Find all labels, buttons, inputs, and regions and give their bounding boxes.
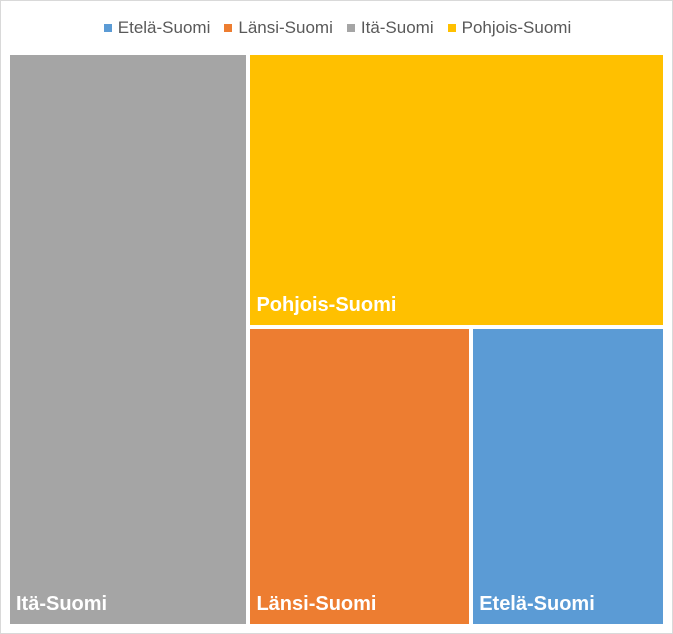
- legend-item-ita-suomi: Itä-Suomi: [346, 18, 434, 38]
- treemap-tile-pohjois-suomi: Pohjois-Suomi: [248, 53, 665, 327]
- treemap-tile-etela-suomi: Etelä-Suomi: [471, 326, 665, 626]
- legend-item-etela-suomi: Etelä-Suomi: [103, 18, 211, 38]
- treemap-tile-lansi-suomi: Länsi-Suomi: [248, 326, 472, 626]
- legend-label-pohjois-suomi: Pohjois-Suomi: [461, 18, 572, 37]
- legend-item-pohjois-suomi: Pohjois-Suomi: [447, 18, 572, 38]
- legend-label-etela-suomi: Etelä-Suomi: [117, 18, 211, 37]
- legend-swatch-lansi-suomi: [224, 24, 233, 32]
- legend-label-ita-suomi: Itä-Suomi: [360, 18, 434, 37]
- legend-swatch-ita-suomi: [346, 24, 355, 32]
- treemap-label-pohjois-suomi: Pohjois-Suomi: [256, 293, 397, 316]
- legend: Etelä-Suomi Länsi-Suomi Itä-Suomi Pohjoi…: [1, 13, 673, 43]
- legend-item-lansi-suomi: Länsi-Suomi: [224, 18, 333, 38]
- treemap-tile-ita-suomi: Itä-Suomi: [8, 53, 249, 626]
- legend-swatch-etela-suomi: [103, 24, 112, 32]
- treemap-label-ita-suomi: Itä-Suomi: [16, 593, 108, 615]
- legend-label-lansi-suomi: Länsi-Suomi: [238, 18, 333, 37]
- treemap-label-lansi-suomi: Länsi-Suomi: [256, 592, 377, 615]
- legend-swatch-pohjois-suomi: [447, 24, 456, 32]
- treemap-plot: Itä-Suomi Pohjois-Suomi Länsi-Suomi Etelä-S…: [8, 53, 665, 626]
- treemap-label-etela-suomi: Etelä-Suomi: [479, 592, 595, 615]
